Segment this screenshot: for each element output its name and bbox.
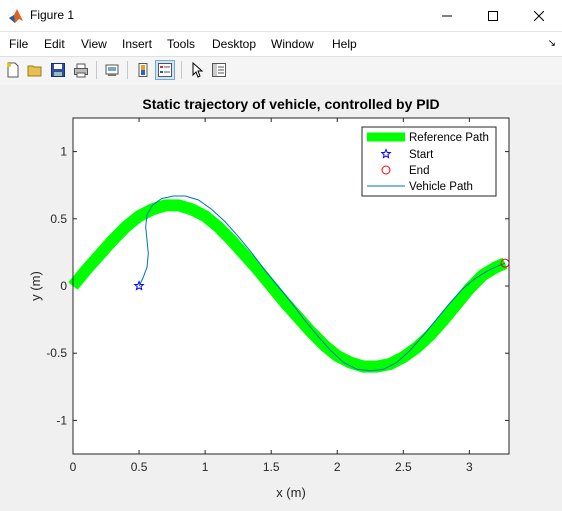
pointer-icon — [192, 62, 204, 78]
close-button[interactable] — [516, 0, 562, 31]
legend-label-reference: Reference Path — [409, 132, 489, 144]
y-tick-label: 0.5 — [50, 212, 67, 226]
maximize-icon — [488, 10, 498, 21]
y-tick-label: 0 — [60, 279, 67, 293]
menu-view[interactable]: View — [81, 37, 107, 51]
title-bar: Figure 1 — [0, 0, 562, 32]
vehicle-path-line — [138, 195, 506, 372]
plot-svg[interactable]: Static trajectory of vehicle, controlled… — [0, 85, 562, 506]
start-marker — [133, 280, 145, 291]
x-tick-label: 1 — [202, 460, 209, 474]
insert-colorbar-button[interactable] — [133, 60, 153, 80]
menu-bar: File Edit View Insert Tools Desktop Wind… — [0, 32, 562, 56]
save-button[interactable] — [48, 60, 68, 80]
legend[interactable]: Reference Path Start End Vehicle Path — [361, 126, 497, 197]
insert-legend-icon — [158, 63, 172, 77]
print-button[interactable] — [71, 60, 91, 80]
toolbar-separator — [127, 61, 128, 79]
legend-label-start: Start — [409, 149, 434, 161]
maximize-button[interactable] — [470, 0, 516, 31]
x-tick-label: 2.5 — [395, 460, 412, 474]
link-plot-button[interactable] — [102, 60, 122, 80]
property-editor-icon — [212, 63, 226, 77]
toolbar-separator — [181, 61, 182, 79]
close-icon — [534, 10, 544, 21]
new-figure-button[interactable] — [3, 60, 23, 80]
reference-path-line — [68, 199, 508, 373]
legend-swatch-end — [381, 165, 391, 175]
menu-help[interactable]: Help — [332, 37, 357, 51]
print-icon — [74, 63, 88, 78]
insert-legend-button[interactable] — [155, 60, 175, 80]
x-tick-label: 0.5 — [131, 460, 148, 474]
open-file-icon — [27, 65, 42, 77]
x-tick-label: 3 — [466, 460, 473, 474]
window-title: Figure 1 — [30, 8, 75, 22]
insert-colorbar-icon — [138, 63, 148, 77]
pointer-button[interactable] — [187, 60, 207, 80]
menu-window[interactable]: Window — [271, 37, 314, 51]
minimize-button[interactable] — [424, 0, 470, 31]
legend-label-vehicle: Vehicle Path — [409, 181, 473, 193]
x-tick-label: 2 — [334, 460, 341, 474]
save-icon — [51, 63, 65, 77]
x-tick-label: 0 — [70, 460, 77, 474]
menu-insert[interactable]: Insert — [122, 37, 153, 51]
x-axis-label: x (m) — [276, 485, 306, 500]
legend-swatch-start — [380, 148, 392, 159]
x-tick-label: 1.5 — [263, 460, 280, 474]
matlab-icon — [9, 9, 23, 23]
menu-desktop[interactable]: Desktop — [212, 37, 257, 51]
y-tick-label: -0.5 — [46, 346, 67, 360]
y-axis-label: y (m) — [28, 271, 43, 301]
menu-file[interactable]: File — [9, 37, 29, 51]
new-figure-icon — [7, 62, 19, 78]
axes-box — [72, 117, 510, 455]
chart-title: Static trajectory of vehicle, controlled… — [142, 96, 439, 112]
menu-tools[interactable]: Tools — [167, 37, 196, 51]
open-file-button[interactable] — [25, 60, 45, 80]
toolbar-separator — [96, 61, 97, 79]
minimize-icon — [442, 15, 452, 16]
link-plot-icon — [105, 64, 119, 76]
figure-canvas: Static trajectory of vehicle, controlled… — [0, 85, 562, 506]
property-editor-button[interactable] — [209, 60, 229, 80]
menu-edit[interactable]: Edit — [44, 37, 65, 51]
dock-arrow-icon[interactable]: ↘ — [547, 38, 556, 49]
y-tick-label: 1 — [60, 145, 67, 159]
figure-toolbar — [0, 56, 562, 86]
y-tick-label: -1 — [56, 413, 67, 427]
legend-label-end: End — [409, 165, 429, 177]
